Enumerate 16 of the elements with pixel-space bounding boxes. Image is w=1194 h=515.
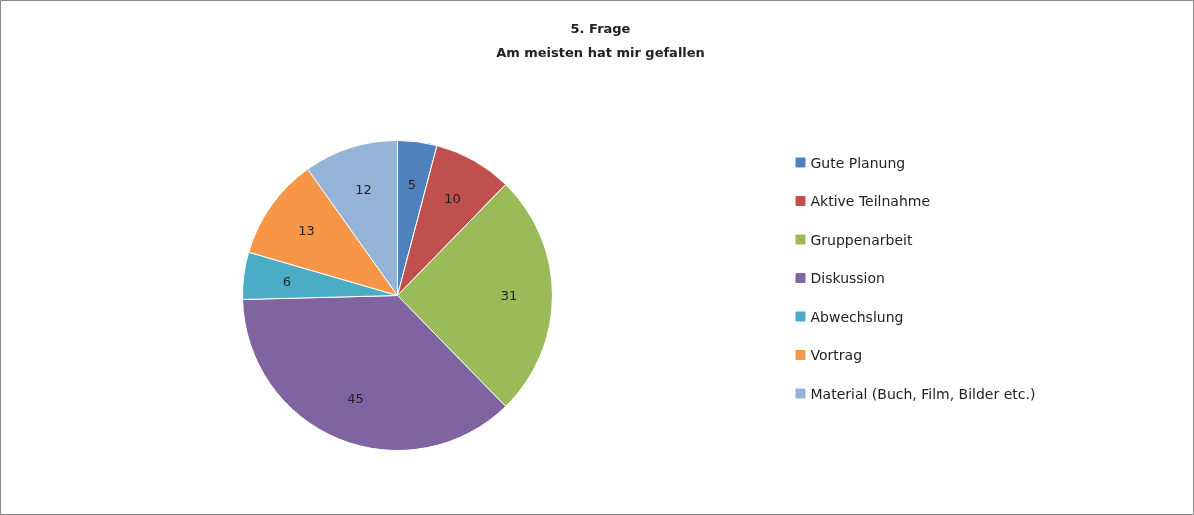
- legend-label: Aktive Teilnahme: [810, 193, 931, 209]
- data-label: 45: [347, 391, 364, 407]
- data-label: 13: [298, 223, 315, 239]
- data-label: 6: [282, 273, 291, 289]
- legend-label: Gruppenarbeit: [810, 231, 913, 248]
- legend-label: Vortrag: [810, 347, 863, 363]
- legend-label: Gute Planung: [810, 154, 906, 171]
- data-label: 31: [500, 288, 518, 303]
- chart-subtitle: Am meisten hat mir gefallen: [496, 45, 705, 60]
- legend-label: Material (Buch, Film, Bilder etc.): [810, 385, 1036, 402]
- data-label: 10: [444, 190, 461, 206]
- legend-label: Abwechslung: [810, 308, 904, 325]
- legend-label: Diskussion: [810, 270, 885, 286]
- data-label: 5: [407, 177, 416, 193]
- chart-title: 5. Frage: [570, 21, 631, 36]
- data-label: 12: [355, 181, 372, 197]
